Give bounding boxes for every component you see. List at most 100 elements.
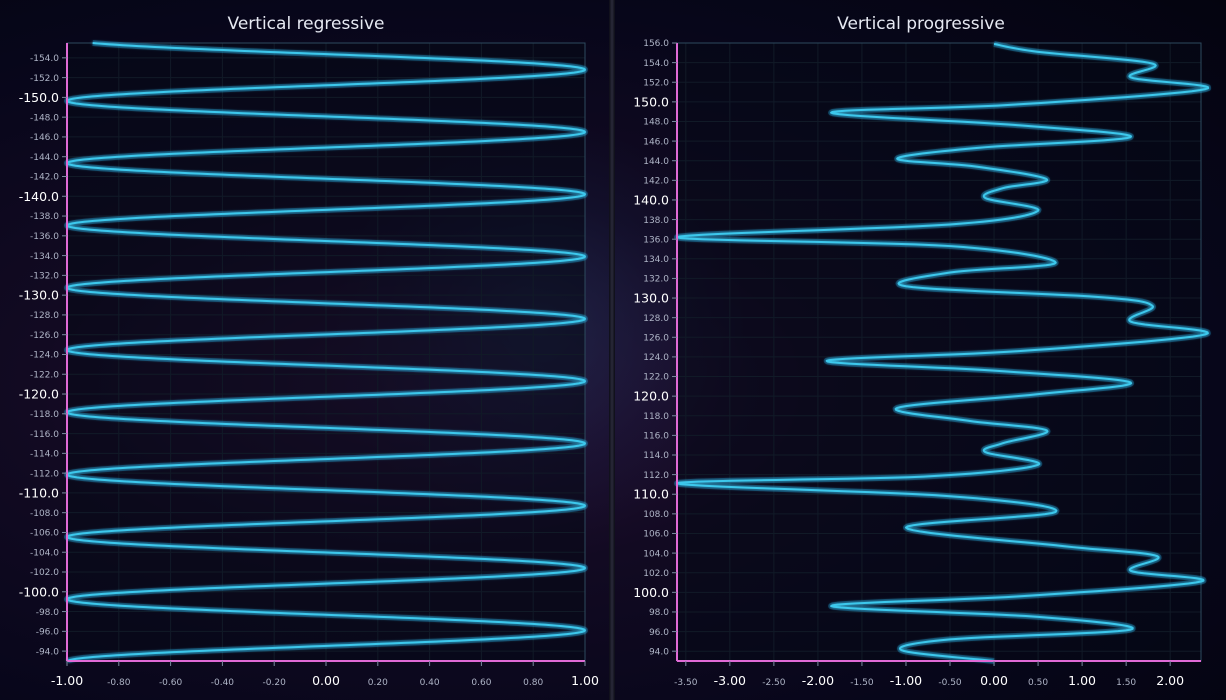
y-tick-label: 102.0 xyxy=(643,569,669,579)
x-tick-label: -0.80 xyxy=(107,678,131,688)
y-tick-label: 152.0 xyxy=(643,78,669,88)
axes xyxy=(676,43,1201,662)
x-tick-label: 0.00 xyxy=(312,673,340,688)
y-tick-label: 138.0 xyxy=(643,216,669,226)
y-tick-label: 94.0 xyxy=(649,647,669,657)
y-tick-label: 146.0 xyxy=(643,137,669,147)
y-tick-label: -94.0 xyxy=(36,647,60,657)
plot-area xyxy=(67,43,585,661)
y-tick-label: -136.0 xyxy=(30,232,59,242)
x-tick-label: -0.50 xyxy=(938,678,962,688)
y-tick-label: 154.0 xyxy=(643,59,669,69)
y-tick-label: -118.0 xyxy=(30,410,59,420)
y-tick-label: 130.0 xyxy=(633,291,669,306)
y-tick-label: 120.0 xyxy=(633,389,669,404)
y-tick-label: -150.0 xyxy=(19,90,59,105)
y-tick-label: 116.0 xyxy=(643,432,669,442)
y-tick-label: -122.0 xyxy=(30,370,59,380)
y-tick-label: 136.0 xyxy=(643,235,669,245)
y-tick-label: 124.0 xyxy=(643,353,669,363)
y-tick-label: 156.0 xyxy=(643,39,669,49)
y-tick-label: 100.0 xyxy=(633,585,669,600)
y-tick-label: 144.0 xyxy=(643,157,669,167)
y-tick-label: 142.0 xyxy=(643,177,669,187)
y-tick-label: 114.0 xyxy=(643,451,669,461)
y-tick-label: 106.0 xyxy=(643,530,669,540)
x-tick-label: -2.00 xyxy=(802,673,834,688)
y-tick-label: -146.0 xyxy=(30,133,59,143)
x-tick-label: 1.00 xyxy=(1068,673,1096,688)
x-tick-label: -0.60 xyxy=(159,678,183,688)
chart-title: Vertical regressive xyxy=(228,14,385,34)
series-line xyxy=(676,42,1210,662)
series-group xyxy=(64,40,588,664)
y-tick-label: -104.0 xyxy=(30,548,59,558)
x-tick-label: -3.50 xyxy=(674,678,698,688)
y-tick-label: 104.0 xyxy=(643,549,669,559)
y-tick-label: 128.0 xyxy=(643,314,669,324)
chart-vertical-regressive: Vertical regressive -1.00 -0.80 -0.60 -0.40… xyxy=(19,14,599,688)
y-tick-label: -138.0 xyxy=(30,212,59,222)
x-tick-label: 0.00 xyxy=(980,673,1008,688)
y-tick-label: -100.0 xyxy=(19,584,59,599)
y-tick-label: -140.0 xyxy=(19,189,59,204)
y-tick-label: -142.0 xyxy=(30,173,59,183)
x-tick-label: 0.40 xyxy=(420,678,440,688)
y-tick-label: 148.0 xyxy=(643,118,669,128)
x-tick-label: 2.00 xyxy=(1156,673,1184,688)
x-tick-label: -1.00 xyxy=(51,673,83,688)
y-tick-label: 126.0 xyxy=(643,333,669,343)
y-tick-label: 98.0 xyxy=(649,608,669,618)
x-tick-label: 0.80 xyxy=(523,678,543,688)
y-tick-label: -134.0 xyxy=(30,252,59,262)
x-tick-label: -0.40 xyxy=(211,678,235,688)
y-tick-label: -108.0 xyxy=(30,509,59,519)
x-tick-label: -0.20 xyxy=(263,678,287,688)
x-tick-label: 1.00 xyxy=(571,673,599,688)
y-tick-label: -120.0 xyxy=(19,387,59,402)
plot-frame xyxy=(66,42,586,662)
y-tick-label: -110.0 xyxy=(19,485,59,500)
y-tick-label: -154.0 xyxy=(30,54,59,64)
y-tick-label: 132.0 xyxy=(643,275,669,285)
y-tick-label: -114.0 xyxy=(30,450,59,460)
y-tick-label: -132.0 xyxy=(30,272,59,282)
y-tick-label: -152.0 xyxy=(30,74,59,84)
x-tick-label: 1.50 xyxy=(1116,678,1136,688)
chart-vertical-progressive: Vertical progressive -3.50 -3.00 -2.50 -2.0… xyxy=(633,14,1212,688)
x-tick-label: 0.20 xyxy=(368,678,388,688)
x-tick-label: -1.00 xyxy=(890,673,922,688)
y-tick-label: 150.0 xyxy=(633,94,669,109)
y-tick-label: -128.0 xyxy=(30,311,59,321)
y-tick-label: -116.0 xyxy=(30,430,59,440)
y-tick-label: -106.0 xyxy=(30,529,59,539)
y-tick-label: -126.0 xyxy=(30,331,59,341)
y-axis-ticks: -154.0 -152.0 -150.0 -148.0 -146.0 -144.0 -142… xyxy=(19,54,67,657)
y-tick-label: -98.0 xyxy=(36,608,60,618)
y-tick-label: 110.0 xyxy=(633,487,669,502)
y-axis-ticks: 94.0 96.0 98.0 100.0 102.0 104.0 106.0 108.0 110… xyxy=(633,39,677,657)
y-tick-label: -96.0 xyxy=(36,628,60,638)
x-tick-label: -2.50 xyxy=(762,678,786,688)
y-tick-label: -112.0 xyxy=(30,469,59,479)
y-tick-label: -130.0 xyxy=(19,288,59,303)
chart-title: Vertical progressive xyxy=(837,14,1005,34)
y-tick-label: -148.0 xyxy=(30,113,59,123)
series-group xyxy=(674,41,1212,664)
y-tick-label: 112.0 xyxy=(643,471,669,481)
x-tick-label: 0.60 xyxy=(471,678,491,688)
panel-divider xyxy=(609,0,615,700)
y-tick-label: 134.0 xyxy=(643,255,669,265)
x-axis-ticks: -1.00 -0.80 -0.60 -0.40 -0.20 0.00 0.20 0.40 0.6… xyxy=(51,661,599,688)
plot-area xyxy=(677,43,1201,661)
y-tick-label: -102.0 xyxy=(30,568,59,578)
y-tick-label: -144.0 xyxy=(30,153,59,163)
y-tick-label: 122.0 xyxy=(643,373,669,383)
x-tick-label: -1.50 xyxy=(850,678,874,688)
y-tick-label: 118.0 xyxy=(643,412,669,422)
y-tick-label: 140.0 xyxy=(633,192,669,207)
y-tick-label: 96.0 xyxy=(649,628,669,638)
x-tick-label: -3.00 xyxy=(714,673,746,688)
y-tick-label: 108.0 xyxy=(643,510,669,520)
x-axis-ticks: -3.50 -3.00 -2.50 -2.00 -1.50 -1.00 -0.50 0.00 0… xyxy=(674,661,1184,688)
